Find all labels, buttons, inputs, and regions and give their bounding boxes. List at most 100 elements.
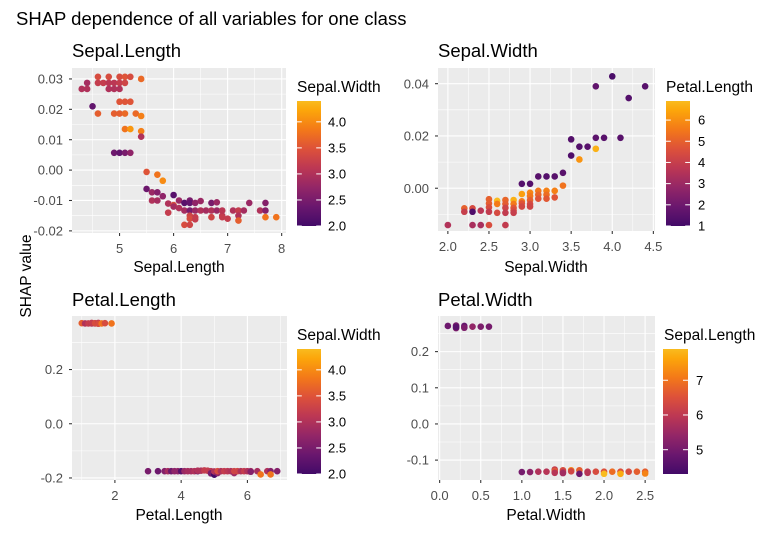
data-point	[262, 199, 269, 207]
y-axis: -0.2 0.0 0.2	[41, 362, 72, 486]
data-point	[485, 323, 493, 330]
legend-tick-label: 4	[698, 155, 705, 170]
x-tick-label: 4.0	[603, 239, 621, 254]
legend-tick-label: 2.0	[328, 219, 346, 234]
data-point	[127, 98, 134, 106]
panel-title: Petal.Length	[72, 289, 176, 310]
color-legend: 2.0 2.5 3.0 3.5 4.0	[297, 101, 346, 234]
legend-tick-label: 3.5	[328, 388, 346, 403]
scatter-points	[78, 73, 280, 229]
data-point	[477, 323, 485, 330]
data-point	[108, 320, 115, 327]
data-point	[191, 207, 199, 214]
data-point	[186, 221, 194, 229]
panel-sepal-length: 5 6 7 8 -0.02 -0.01 0.00 0.01 0.02 0.03 2.0 2.5 3.0 3…	[33, 40, 380, 276]
data-point	[262, 207, 269, 214]
data-point	[641, 83, 649, 90]
data-point	[559, 182, 567, 189]
data-point	[534, 468, 542, 475]
data-point	[518, 468, 526, 476]
x-axis: 2.0 2.5 3.0 3.5 4.0 4.5	[439, 231, 662, 254]
data-point	[625, 468, 632, 475]
data-point	[543, 173, 550, 180]
plot-area	[438, 68, 655, 231]
panel-sepal-width: 2.0 2.5 3.0 3.5 4.0 4.5 0.00 0.02 0.04 1 2 3 4 5 6 Sepa…	[404, 40, 753, 276]
data-point	[592, 83, 600, 90]
data-point	[164, 200, 172, 207]
data-point	[116, 110, 123, 117]
data-point	[559, 469, 567, 477]
data-point	[148, 188, 156, 196]
data-point	[600, 134, 608, 142]
data-point	[159, 177, 167, 185]
legend-tick-label: 2.5	[328, 441, 346, 456]
data-point	[110, 85, 118, 93]
data-point	[143, 168, 150, 176]
legend-tick-label: 6	[698, 113, 705, 128]
data-point	[551, 187, 559, 195]
data-point	[510, 209, 517, 217]
y-tick-label: -0.01	[33, 193, 63, 208]
data-point	[444, 322, 452, 330]
x-tick-label: 6	[170, 241, 177, 256]
data-point	[617, 134, 624, 142]
data-point	[202, 207, 210, 214]
data-point	[518, 203, 526, 210]
data-point	[175, 197, 183, 204]
data-point	[170, 203, 177, 210]
data-point	[137, 112, 145, 120]
panel-title: Sepal.Width	[438, 40, 538, 61]
data-point	[469, 221, 476, 229]
data-point	[154, 171, 161, 178]
x-axis-title: Petal.Length	[135, 507, 222, 524]
data-point	[245, 199, 253, 207]
data-point	[105, 85, 113, 93]
plot-area	[72, 316, 287, 480]
data-point	[229, 207, 237, 214]
y-tick-label: 0.01	[38, 132, 63, 147]
data-point	[121, 73, 129, 81]
data-point	[608, 73, 616, 80]
data-point	[121, 98, 129, 106]
data-point	[154, 467, 162, 475]
figure-title: SHAP dependence of all variables for one…	[16, 8, 406, 29]
legend-tick-label: 4.0	[328, 114, 346, 129]
data-point	[105, 79, 113, 87]
scatter-points	[444, 322, 649, 478]
legend-tick-label: 4.0	[328, 362, 346, 377]
data-point	[502, 221, 509, 229]
data-point	[110, 149, 118, 157]
x-axis: 5 6 7 8	[116, 233, 285, 256]
data-point	[164, 209, 172, 216]
data-point	[502, 209, 509, 217]
gridlines	[72, 68, 286, 233]
data-point	[272, 213, 280, 221]
data-point	[175, 204, 183, 212]
data-point	[559, 169, 567, 177]
data-point	[137, 75, 145, 83]
data-point	[592, 468, 600, 475]
data-point	[224, 215, 231, 223]
legend-tick-label: 1	[698, 219, 705, 234]
data-point	[213, 207, 221, 214]
data-point	[600, 470, 608, 478]
data-point	[213, 199, 221, 206]
x-tick-label: 1.0	[513, 488, 531, 503]
legend-tick-label: 5	[698, 134, 705, 149]
data-point	[170, 191, 177, 199]
data-point	[186, 199, 194, 207]
y-axis: 0.00 0.02 0.04	[404, 76, 438, 196]
data-point	[186, 207, 194, 214]
data-point	[100, 79, 107, 87]
data-point	[567, 468, 575, 475]
x-tick-label: 3.0	[521, 239, 539, 254]
data-point	[186, 215, 194, 223]
data-point	[551, 469, 559, 477]
x-tick-label: 4.5	[644, 239, 662, 254]
data-point	[469, 208, 476, 216]
data-point	[584, 469, 591, 477]
data-point	[116, 98, 123, 106]
legend-title: Sepal.Width	[297, 79, 381, 96]
panel-petal-length: 2 4 6 -0.2 0.0 0.2 2.0 2.5 3.0 3.5 4.0 Petal.Length…	[41, 289, 381, 524]
x-tick-label: 3.5	[562, 239, 580, 254]
